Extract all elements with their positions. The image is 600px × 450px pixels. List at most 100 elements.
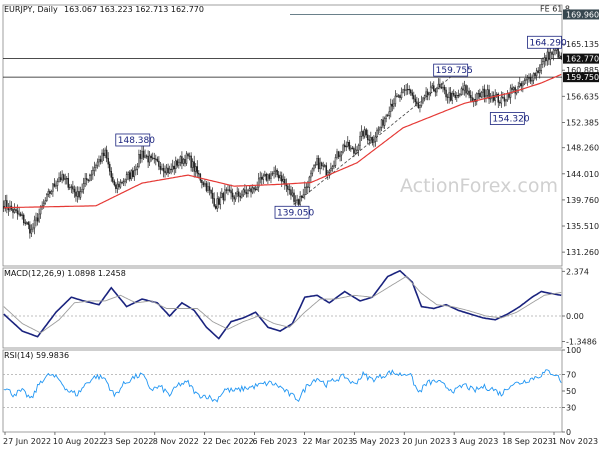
- candle: [414, 94, 417, 106]
- candle-body: [402, 89, 404, 93]
- candle-body: [307, 186, 309, 188]
- candle: [423, 94, 426, 102]
- candle: [185, 151, 188, 166]
- rsi-tick-label-3: 30: [566, 403, 576, 412]
- level-tag-2: [563, 72, 599, 83]
- candle: [282, 173, 285, 185]
- candle-body: [121, 181, 123, 184]
- candle: [222, 191, 225, 205]
- candle: [112, 173, 114, 184]
- candle-body: [4, 200, 7, 209]
- candle-body: [505, 99, 507, 102]
- candle-body: [241, 194, 243, 198]
- candle: [443, 84, 446, 95]
- candle: [294, 195, 297, 207]
- candle-body: [462, 88, 464, 91]
- candle: [136, 163, 139, 176]
- candle: [121, 180, 123, 185]
- candle: [55, 180, 57, 189]
- candle-body: [87, 179, 89, 181]
- candle-body: [423, 95, 426, 99]
- candle-body: [294, 200, 297, 202]
- candle: [38, 208, 40, 224]
- candle-body: [454, 94, 457, 98]
- candle-body: [512, 87, 515, 90]
- candle: [305, 182, 308, 194]
- candle-body: [202, 182, 205, 186]
- candle: [119, 179, 122, 189]
- candle-body: [161, 168, 163, 170]
- candle: [397, 94, 400, 98]
- annotation-box-1: [274, 205, 310, 219]
- candle: [304, 181, 306, 200]
- fe-label: FE 61.8: [540, 4, 570, 13]
- candle-body: [122, 181, 125, 184]
- candle: [425, 87, 427, 101]
- candle: [108, 161, 111, 176]
- candle: [437, 78, 440, 90]
- candle-body: [147, 155, 149, 163]
- candle: [495, 92, 498, 99]
- candle-body: [58, 177, 60, 182]
- candle: [371, 136, 374, 146]
- candle-body: [52, 183, 54, 192]
- candle: [69, 183, 71, 191]
- candle: [194, 163, 197, 177]
- candle-body: [436, 87, 438, 93]
- candle: [308, 175, 311, 193]
- candle: [419, 104, 421, 113]
- candle: [379, 126, 381, 134]
- candle-body: [96, 161, 99, 166]
- candle-body: [393, 103, 395, 107]
- candle: [494, 89, 496, 106]
- candle: [362, 129, 364, 140]
- candle-body: [65, 178, 68, 180]
- candle-body: [405, 89, 407, 91]
- candle-body: [108, 163, 111, 172]
- candle-body: [113, 181, 116, 186]
- macd-frame: [2, 267, 563, 349]
- candle: [523, 78, 526, 86]
- price-tick-label-4: 148.260: [566, 144, 599, 153]
- candle-body: [313, 165, 315, 170]
- candle: [506, 90, 509, 102]
- moving-average-line: [3, 73, 562, 209]
- candle: [178, 158, 180, 169]
- candle: [406, 83, 409, 95]
- candle: [509, 84, 512, 104]
- candle-body: [545, 57, 547, 62]
- candle-body: [135, 169, 137, 171]
- candle-body: [293, 192, 295, 202]
- candle: [182, 157, 185, 167]
- candle: [101, 149, 103, 164]
- candle: [254, 185, 257, 192]
- price-tick-label-7: 160.885: [566, 66, 599, 75]
- candle-body: [417, 103, 420, 109]
- candle: [416, 96, 418, 107]
- candle: [234, 192, 237, 202]
- candle: [503, 93, 506, 107]
- candle: [268, 173, 271, 181]
- candle-body: [61, 174, 63, 181]
- candle: [262, 173, 265, 184]
- candle-body: [439, 83, 441, 88]
- candle: [477, 89, 480, 99]
- candle-body: [489, 97, 492, 100]
- candle-body: [101, 152, 103, 162]
- candle: [245, 185, 248, 198]
- candle-body: [296, 199, 298, 201]
- candle: [208, 182, 211, 196]
- candle-body: [276, 169, 278, 176]
- candle: [353, 146, 355, 158]
- candle-body: [468, 90, 470, 96]
- candle-body: [492, 95, 495, 101]
- candle: [363, 126, 366, 139]
- candle: [483, 84, 486, 103]
- candle: [159, 162, 162, 175]
- time-tick-label-8: 20 Jun 2023: [402, 437, 450, 446]
- time-tick-label-11: 1 Nov 2023: [552, 437, 598, 446]
- candle-body: [78, 191, 80, 198]
- candle-body: [537, 70, 539, 73]
- candle-body: [506, 92, 509, 101]
- candle-body: [251, 187, 254, 193]
